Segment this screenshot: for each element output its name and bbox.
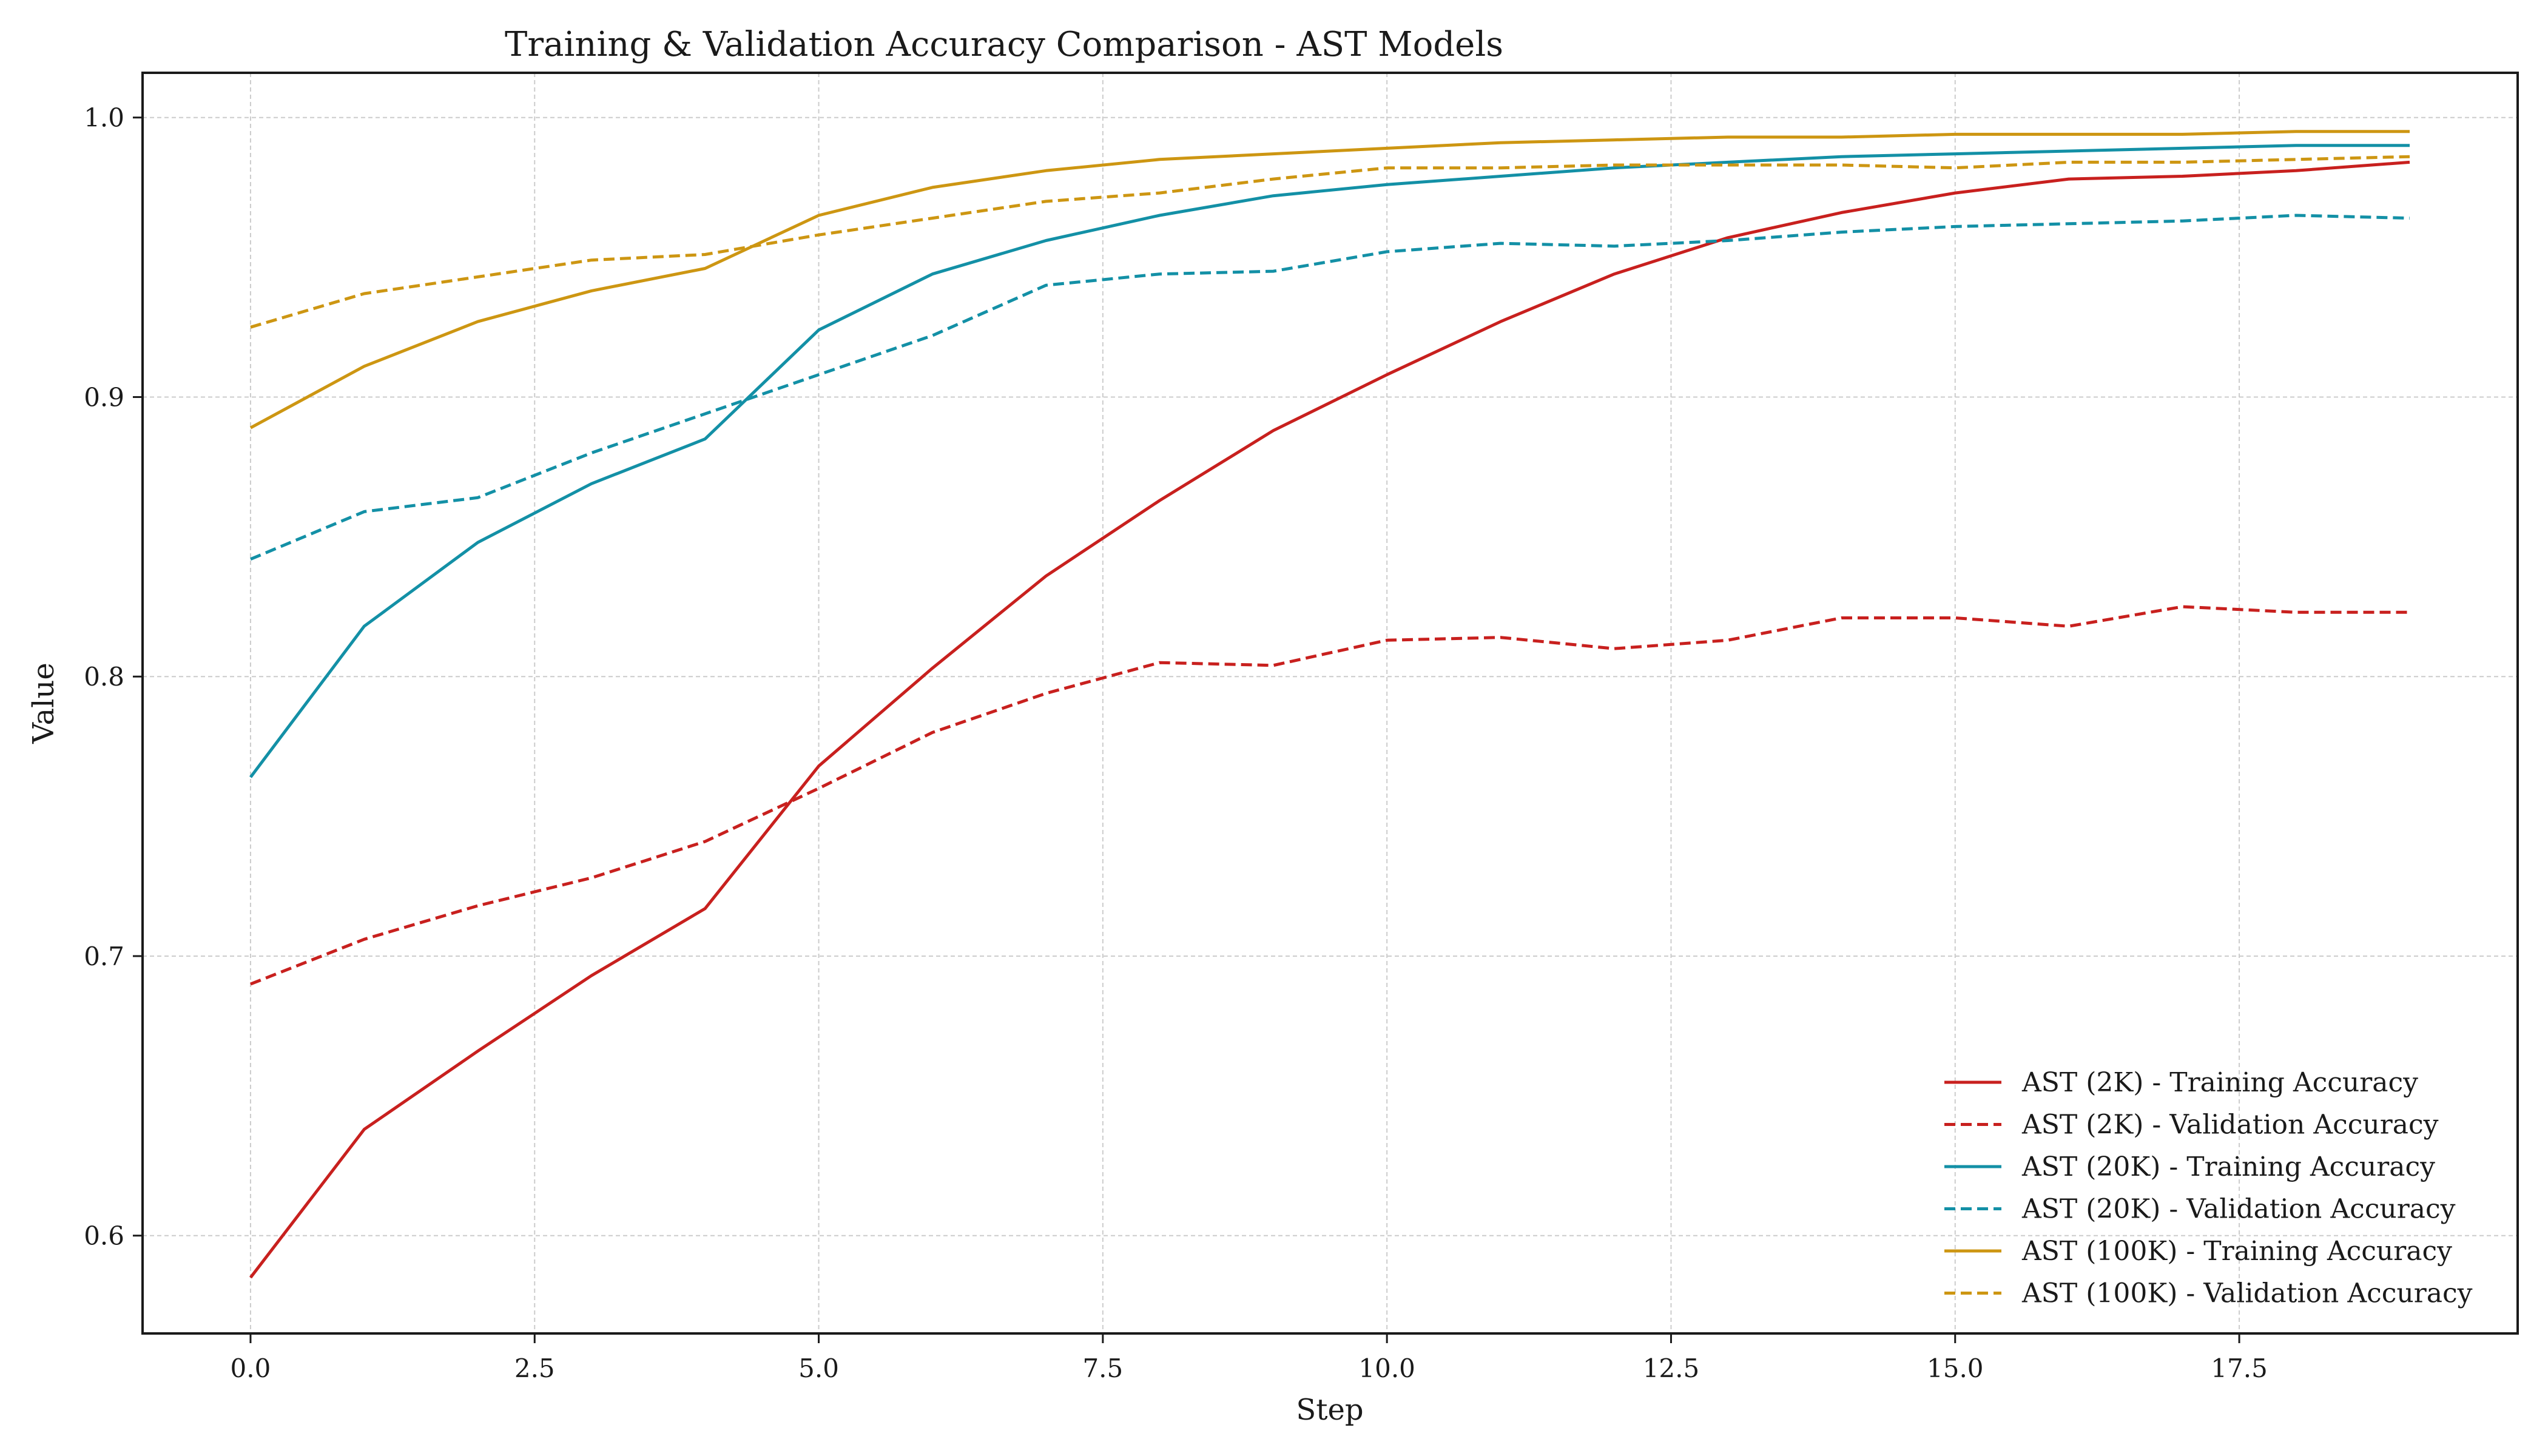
- x-tick-label: 10.0: [1358, 1353, 1415, 1383]
- x-tick-label: 2.5: [514, 1353, 555, 1383]
- legend-label: AST (2K) - Training Accuracy: [2021, 1067, 2418, 1098]
- chart-title: Training & Validation Accuracy Compariso…: [505, 25, 1503, 64]
- x-tick-label: 5.0: [798, 1353, 839, 1383]
- y-axis-label: Value: [27, 662, 61, 744]
- x-tick-label: 15.0: [1927, 1353, 1984, 1383]
- y-axis-ticks: 0.6 0.7 0.8 0.9 1.0: [84, 103, 143, 1251]
- legend-label: AST (20K) - Training Accuracy: [2021, 1151, 2435, 1182]
- y-tick-label: 0.9: [84, 382, 124, 412]
- x-tick-label: 7.5: [1082, 1353, 1123, 1383]
- y-tick-label: 0.6: [84, 1221, 124, 1251]
- legend: AST (2K) - Training Accuracy AST (2K) - V…: [1944, 1067, 2473, 1309]
- series-line-3: [249, 144, 2410, 778]
- y-tick-label: 0.7: [84, 942, 124, 971]
- plot-frame: [141, 72, 2519, 1335]
- legend-label: AST (100K) - Validation Accuracy: [2021, 1278, 2473, 1309]
- series-line-1: [249, 160, 2410, 1279]
- series-lines: [249, 130, 2410, 1279]
- x-axis-label: Step: [1296, 1393, 1363, 1427]
- series-line-4: [250, 214, 2410, 561]
- legend-label: AST (2K) - Validation Accuracy: [2021, 1110, 2439, 1141]
- x-axis-ticks: 0.0 2.5 5.0 7.5 10.0 12.5 15.0 17.5: [231, 1333, 2268, 1383]
- grid-lines: [143, 73, 2518, 1333]
- legend-label: AST (20K) - Validation Accuracy: [2021, 1194, 2456, 1225]
- series-line-5: [249, 130, 2410, 430]
- x-tick-label: 12.5: [1643, 1353, 1700, 1383]
- x-tick-label: 17.5: [2211, 1353, 2268, 1383]
- y-tick-label: 0.8: [84, 662, 124, 692]
- x-tick-label: 0.0: [231, 1353, 271, 1383]
- series-line-6: [250, 155, 2410, 329]
- y-tick-label: 1.0: [84, 103, 124, 133]
- legend-label: AST (100K) - Training Accuracy: [2021, 1236, 2452, 1267]
- series-line-2: [250, 605, 2410, 986]
